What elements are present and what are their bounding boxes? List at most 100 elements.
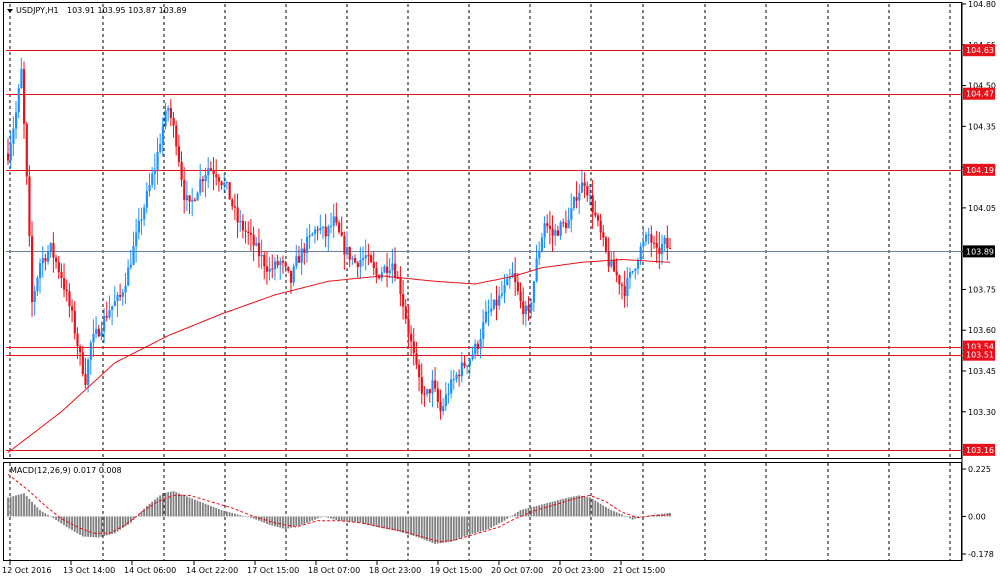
macd-bar: [271, 516, 274, 526]
macd-bar: [212, 506, 215, 517]
candle-body: [247, 231, 250, 233]
candle-body: [652, 242, 656, 244]
price-tick-label: 104.35: [968, 122, 996, 131]
candle-body: [188, 195, 191, 202]
macd-bar: [613, 511, 615, 517]
candle-body: [103, 316, 106, 332]
macd-bar: [7, 497, 9, 517]
macd-bar: [511, 515, 514, 517]
candle-body: [599, 220, 602, 233]
candle-body: [209, 168, 213, 171]
candle-body: [554, 230, 557, 236]
candle-body: [669, 248, 672, 250]
macd-bar: [650, 515, 653, 517]
candle-body: [297, 256, 301, 263]
candle-body: [644, 234, 648, 242]
macd-bar: [76, 516, 79, 534]
candle-body: [519, 291, 522, 302]
time-tick-label: 19 Oct 15:00: [430, 566, 482, 575]
candle-body: [474, 343, 477, 355]
macd-bar: [225, 511, 228, 517]
candle-body: [7, 153, 10, 161]
macd-bar: [340, 516, 343, 521]
macd-bar: [367, 516, 370, 525]
candle-body: [634, 268, 637, 271]
candle-body: [161, 126, 165, 145]
macd-bar: [252, 516, 255, 519]
macd-bar: [567, 497, 570, 517]
candle-body: [596, 215, 600, 221]
macd-bar: [209, 505, 212, 517]
candle-body: [316, 229, 319, 231]
candle-body: [140, 219, 143, 221]
candle-body: [239, 220, 242, 223]
macd-bar: [132, 516, 135, 520]
macd-bar: [300, 516, 303, 525]
macd-bar: [623, 515, 626, 517]
current-price-label: 103.89: [966, 247, 994, 256]
macd-bar: [233, 513, 236, 517]
macd-bar: [479, 516, 482, 532]
macd-bar: [631, 516, 634, 520]
candle-body: [225, 182, 229, 184]
macd-bar: [322, 516, 324, 517]
candle-body: [193, 199, 197, 201]
macd-bar: [348, 516, 351, 522]
candle-body: [471, 354, 474, 360]
macd-bar: [327, 516, 330, 518]
macd-bar: [290, 516, 292, 528]
macd-bar: [543, 503, 546, 517]
macd-bar: [169, 491, 172, 517]
macd-bar: [351, 516, 354, 522]
candle-body: [447, 393, 450, 395]
candle-body: [636, 261, 640, 269]
candle-body: [159, 144, 162, 152]
macd-bar: [434, 516, 436, 544]
macd-bar: [52, 516, 55, 519]
macd-bar: [228, 512, 231, 517]
macd-bar: [431, 516, 434, 543]
macd-bar: [444, 516, 447, 543]
candle-body: [620, 284, 624, 286]
candle-body: [556, 230, 560, 236]
time-tick-label: 17 Oct 15:00: [247, 566, 299, 575]
macd-bar: [49, 516, 52, 517]
price-tick-label: 103.45: [968, 367, 996, 376]
level-label-box: [963, 87, 995, 100]
candle-body: [647, 234, 650, 236]
candle-body: [25, 123, 28, 177]
macd-bar: [9, 496, 12, 517]
candle-body: [20, 69, 23, 89]
macd-bar: [618, 513, 621, 517]
macd-bar: [564, 498, 567, 517]
time-tick-label: 18 Oct 23:00: [369, 566, 421, 575]
candle-body: [212, 170, 215, 175]
price-axis: 104.80104.65104.50104.35104.20104.05103.…: [962, 0, 996, 559]
macd-bar: [655, 514, 658, 517]
macd-bar: [540, 504, 543, 517]
macd-histogram: [7, 491, 671, 544]
candle-body: [343, 235, 346, 255]
candle-body: [380, 272, 383, 279]
candle-body: [289, 270, 293, 283]
candle-body: [105, 316, 108, 318]
macd-bar: [57, 516, 60, 522]
macd-bar: [220, 510, 223, 517]
macd-bar: [239, 515, 242, 517]
candle-body: [487, 311, 490, 313]
macd-bar: [407, 516, 410, 535]
macd-bar: [242, 515, 244, 517]
macd-bar: [356, 516, 359, 523]
macd-bar: [124, 516, 127, 527]
candle-body: [92, 333, 95, 343]
candle-body: [12, 128, 15, 144]
candle-body: [407, 319, 410, 334]
candle-body: [402, 293, 405, 307]
macd-bar: [362, 516, 364, 524]
macd-signal: [7, 473, 671, 543]
chart-menu-triangle-icon[interactable]: [7, 9, 13, 13]
candle-body: [418, 364, 421, 378]
candle-body: [100, 331, 103, 337]
candle-body: [329, 226, 333, 228]
